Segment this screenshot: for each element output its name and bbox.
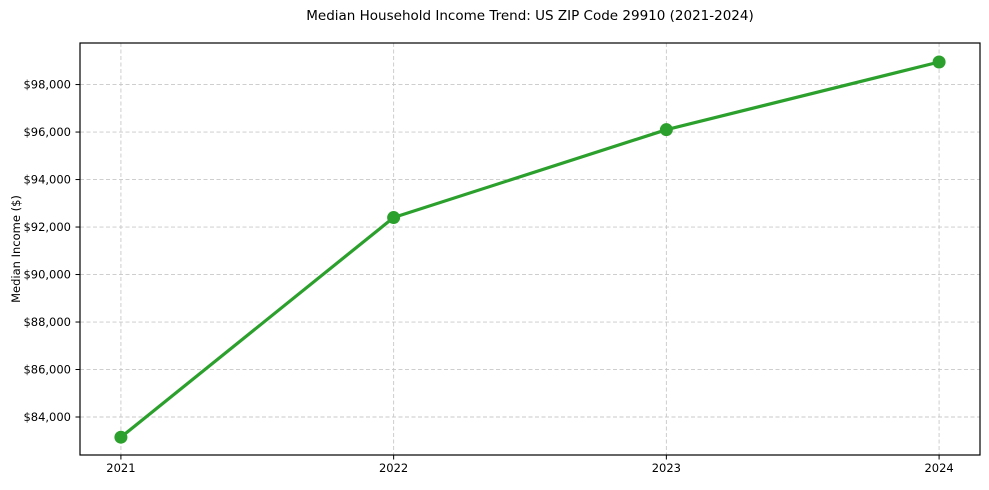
y-tick-label: $88,000 bbox=[23, 315, 71, 329]
data-point-marker bbox=[387, 211, 401, 225]
data-point-marker bbox=[932, 55, 946, 69]
x-tick-label: 2021 bbox=[106, 461, 135, 475]
data-point-marker bbox=[659, 123, 673, 137]
y-tick-label: $90,000 bbox=[23, 268, 71, 282]
y-tick-label: $96,000 bbox=[23, 125, 71, 139]
trend-line bbox=[119, 60, 941, 439]
x-tick-label: 2023 bbox=[652, 461, 681, 475]
y-tick-label: $86,000 bbox=[23, 363, 71, 377]
y-tick-label: $92,000 bbox=[23, 220, 71, 234]
y-tick-label: $84,000 bbox=[23, 410, 71, 424]
y-tick-label: $98,000 bbox=[23, 78, 71, 92]
plot-border bbox=[79, 42, 981, 456]
y-tick-label: $94,000 bbox=[23, 173, 71, 187]
chart-title: Median Household Income Trend: US ZIP Co… bbox=[306, 8, 754, 24]
x-tick-label: 2022 bbox=[379, 461, 408, 475]
data-point-marker bbox=[114, 430, 128, 444]
x-tick-label: 2024 bbox=[924, 461, 953, 475]
